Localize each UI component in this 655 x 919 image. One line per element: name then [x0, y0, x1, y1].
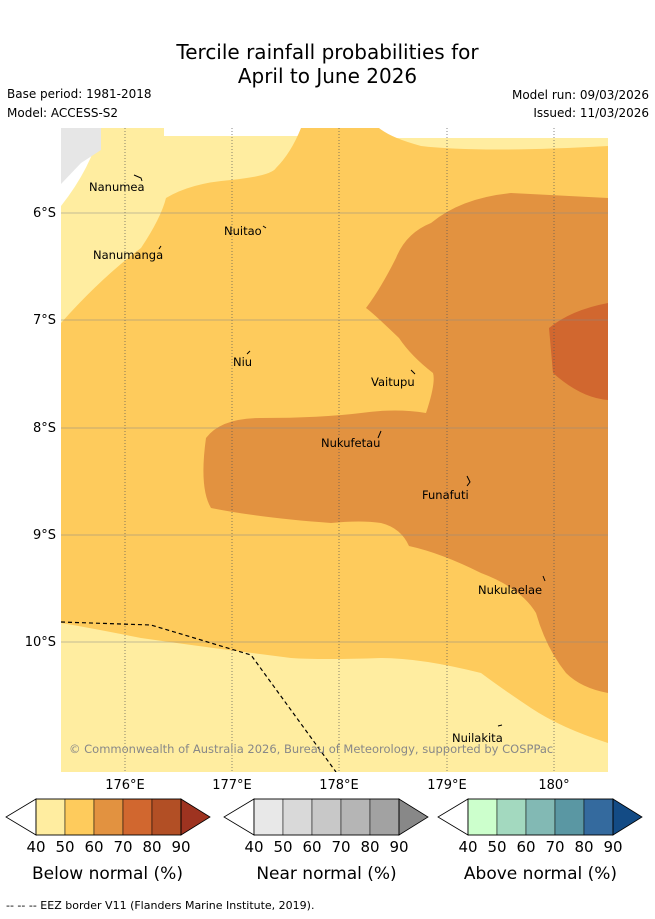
label-nukulaelae: Nukulaelae [478, 583, 542, 597]
colorbar-below-high-extend [180, 798, 211, 836]
colorbar-near-tick-50: 50 [273, 838, 293, 856]
colorbar-near-segment-4 [369, 798, 400, 836]
island-nukulaelae [542, 575, 546, 582]
colorbar-below-tick-50: 50 [55, 838, 75, 856]
colorbar-near-tick-40: 40 [244, 838, 264, 856]
title-line-2: April to June 2026 [237, 64, 418, 88]
colorbar-above-segment-3 [554, 798, 585, 836]
colorbar-near-segment-2 [311, 798, 342, 836]
colorbar-near-segment-3 [340, 798, 371, 836]
lon-label-179e: 179°E [427, 778, 467, 793]
colorbar-near-high-extend [398, 798, 429, 836]
lon-label-180: 180° [538, 778, 570, 793]
colorbar-near-low-extend [223, 798, 255, 836]
label-nuilakita: Nuilakita [452, 731, 503, 745]
label-niu: Niu [233, 355, 252, 369]
colorbar-below-segment-4 [151, 798, 182, 836]
island-nanumanga [158, 245, 162, 250]
colorbar-near-segment-1 [282, 798, 313, 836]
map-canvas: Nanumea Nuitao Nanumanga Niu Vaitupu Nuk… [61, 128, 608, 772]
island-vaitupu [410, 369, 416, 375]
probability-map: Nanumea Nuitao Nanumanga Niu Vaitupu Nuk… [61, 128, 608, 772]
colorbar-below-tick-90: 90 [171, 838, 191, 856]
lat-label-9s: 9°S [32, 528, 56, 543]
colorbar-below-segment-1 [64, 798, 95, 836]
label-nanumea: Nanumea [89, 180, 145, 194]
island-nuilakita [497, 724, 503, 727]
colorbar-near-tick-90: 90 [389, 838, 409, 856]
colorbar-above-high-extend [612, 798, 643, 836]
colorbar-below-tick-60: 60 [84, 838, 104, 856]
lat-label-10s: 10°S [24, 635, 56, 650]
lat-label-6s: 6°S [32, 206, 56, 221]
colorbar-near-tick-70: 70 [331, 838, 351, 856]
colorbar-above-tick-50: 50 [487, 838, 507, 856]
title-line-1: Tercile rainfall probabilities for [176, 40, 479, 64]
label-funafuti: Funafuti [422, 488, 469, 502]
colorbar-above-tick-70: 70 [545, 838, 565, 856]
colorbar-above-segment-2 [525, 798, 556, 836]
island-funafuti [466, 475, 471, 487]
colorbars [5, 798, 643, 836]
colorbar-label-above: Above normal (%) [463, 864, 618, 884]
colorbar-above-segment-4 [583, 798, 614, 836]
label-nukufetau: Nukufetau [321, 436, 380, 450]
latitude-gridlines [61, 212, 608, 643]
label-nuitao: Nuitao [224, 224, 262, 238]
copyright-text: © Commonwealth of Australia 2026, Bureau… [69, 742, 553, 756]
island-outlines [133, 174, 546, 727]
colorbar-below-low-extend [5, 798, 37, 836]
base-period: Base period: 1981-2018 [7, 87, 152, 101]
island-nanumea [133, 174, 143, 182]
colorbar-near-tick-80: 80 [360, 838, 380, 856]
colorbar-above-segment-1 [496, 798, 527, 836]
colorbar-below-segment-0 [35, 798, 66, 836]
label-nanumanga: Nanumanga [93, 248, 163, 262]
colorbar-above-tick-40: 40 [458, 838, 478, 856]
colorbar-near-outline [253, 798, 400, 836]
colorbar-near-segment-0 [253, 798, 284, 836]
band-below-60 [203, 193, 608, 693]
colorbar-near-tick-60: 60 [302, 838, 322, 856]
colorbar-above-normal [437, 798, 643, 836]
lon-label-177e: 177°E [212, 778, 252, 793]
map-title: Tercile rainfall probabilities for April… [0, 40, 655, 88]
colorbar-below-tick-80: 80 [142, 838, 162, 856]
lat-label-7s: 7°S [32, 313, 56, 328]
band-below-70 [549, 303, 608, 400]
place-labels: Nanumea Nuitao Nanumanga Niu Vaitupu Nuk… [89, 180, 542, 745]
island-nuitao [262, 225, 267, 229]
lon-label-176e: 176°E [105, 778, 145, 793]
eez-border [61, 621, 337, 772]
colorbar-label-below: Below normal (%) [32, 864, 183, 884]
colorbar-below-segment-3 [122, 798, 153, 836]
colorbar-above-low-extend [437, 798, 469, 836]
model-run: Model run: 09/03/2026 [511, 88, 649, 102]
colorbar-below-tick-70: 70 [113, 838, 133, 856]
issued-date: Issued: 11/03/2026 [533, 106, 649, 120]
colorbar-near-normal [223, 798, 429, 836]
no-data-wedge [61, 128, 101, 184]
label-vaitupu: Vaitupu [371, 375, 415, 389]
island-niu [246, 350, 251, 355]
colorbar-above-segment-0 [467, 798, 498, 836]
colorbar-above-outline [467, 798, 614, 836]
lon-label-178e: 178°E [319, 778, 359, 793]
colorbar-label-near: Near normal (%) [256, 864, 397, 884]
colorbar-above-tick-90: 90 [603, 838, 623, 856]
island-nukufetau [377, 430, 382, 439]
colorbar-below-normal [5, 798, 211, 836]
longitude-gridlines [124, 128, 555, 772]
colorbar-above-tick-80: 80 [574, 838, 594, 856]
colorbar-below-tick-40: 40 [26, 838, 46, 856]
lat-label-8s: 8°S [32, 421, 56, 436]
model-name: Model: ACCESS-S2 [7, 106, 119, 120]
colorbar-above-tick-60: 60 [516, 838, 536, 856]
eez-footnote: -- -- -- EEZ border V11 (Flanders Marine… [6, 899, 315, 912]
colorbar-below-segment-2 [93, 798, 124, 836]
colorbar-below-outline [35, 798, 182, 836]
